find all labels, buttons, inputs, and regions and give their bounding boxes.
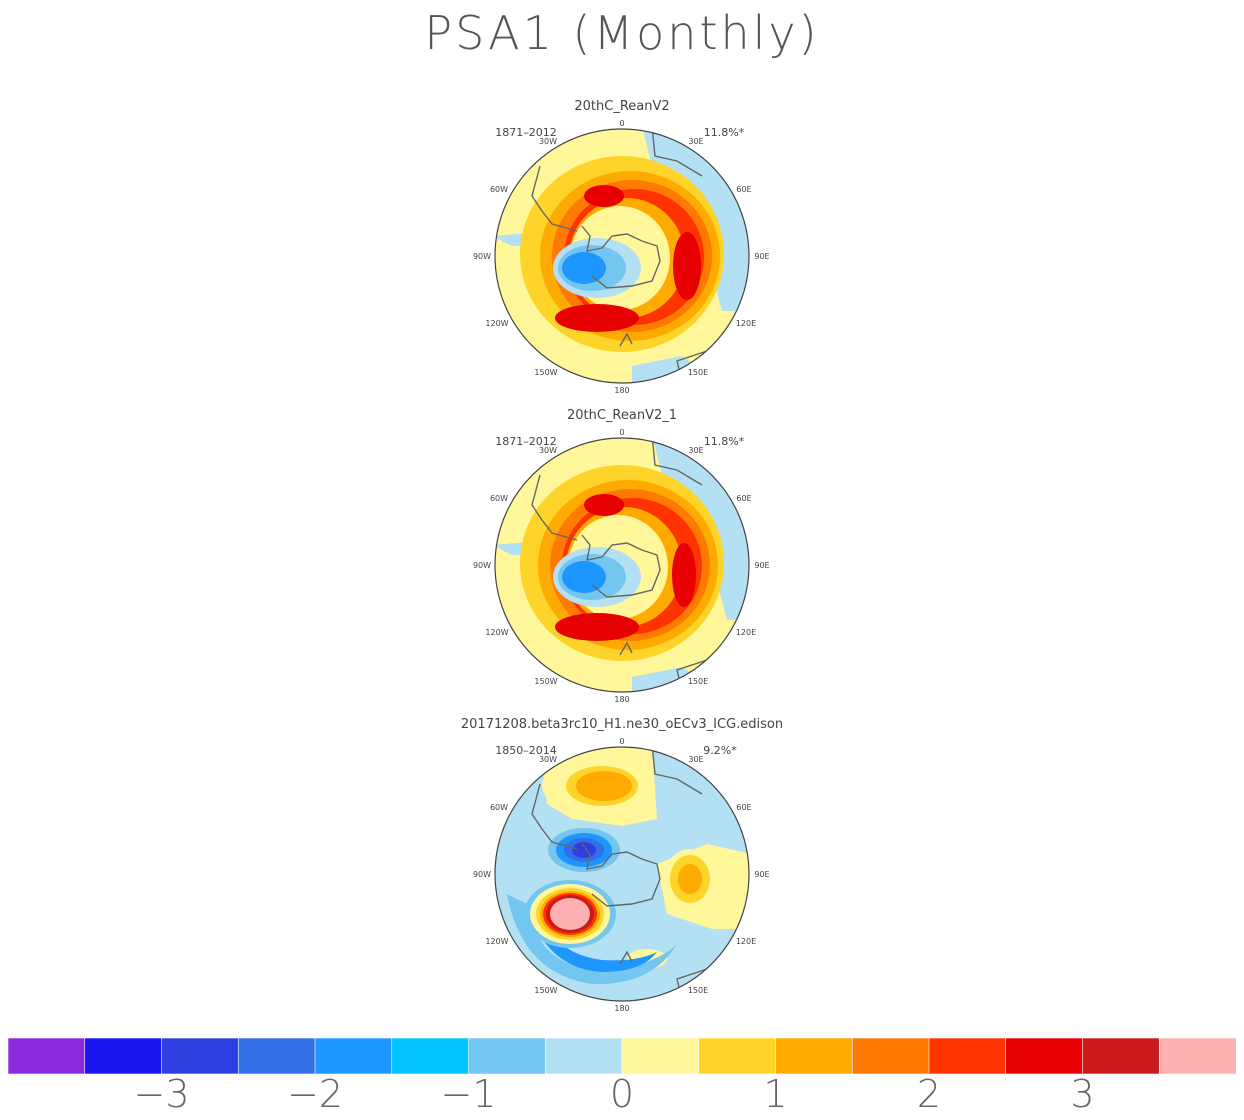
panel-variance: 11.8%* (704, 435, 745, 448)
lon-label: 150W (534, 677, 557, 686)
panel-variance: 9.2%* (703, 744, 737, 757)
lon-label: 180 (614, 1004, 629, 1013)
colorbar (8, 1038, 1236, 1074)
lon-label: 120W (485, 628, 508, 637)
lon-label: 30W (539, 137, 557, 146)
lon-label: 180 (614, 695, 629, 704)
panel-period: 1850–2014 (495, 744, 557, 757)
lon-label: 30W (539, 755, 557, 764)
lon-label: 90E (754, 870, 769, 879)
colorbar-swatch (851, 1038, 930, 1074)
colorbar-swatch (391, 1038, 470, 1074)
lon-label: 60E (736, 185, 751, 194)
colorbar-swatch (1158, 1038, 1236, 1074)
lon-label: 60W (490, 185, 508, 194)
colorbar-swatch (468, 1038, 547, 1074)
panel-period: 1871–2012 (495, 435, 557, 448)
panel-title: 20171208.beta3rc10_H1.ne30_oECv3_ICG.edi… (461, 717, 783, 732)
colorbar-swatch (8, 1038, 86, 1074)
lon-label: 150E (688, 368, 708, 377)
colorbar-tick-label: −3 (133, 1072, 190, 1116)
lon-label: 90W (473, 252, 491, 261)
polar-map-3: 20171208.beta3rc10_H1.ne30_oECv3_ICG.edi… (461, 717, 783, 1013)
polar-map-1: 20thC_ReanV2 1871–2012 11.8%* 0 30E 60E … (473, 99, 770, 395)
colorbar-tick-label: 1 (763, 1072, 788, 1116)
colorbar-swatch (84, 1038, 163, 1074)
lon-label: 0 (619, 119, 624, 128)
map-panel-1: 20thC_ReanV2 1871–2012 11.8%* 0 30E 60E … (452, 96, 792, 396)
lon-label: 180 (614, 386, 629, 395)
lon-label: 90W (473, 870, 491, 879)
colorbar-swatch (237, 1038, 316, 1074)
colorbar-swatch (698, 1038, 777, 1074)
colorbar-swatch (928, 1038, 1007, 1074)
colorbar-swatch (161, 1038, 240, 1074)
colorbar-tick-label: 0 (609, 1072, 635, 1116)
colorbar-tick-label: 3 (1070, 1072, 1095, 1116)
colorbar-tick-label: −2 (286, 1072, 344, 1116)
lon-label: 150W (534, 368, 557, 377)
lon-label: 60E (736, 803, 751, 812)
lon-label: 30E (688, 755, 703, 764)
lon-label: 120E (736, 937, 756, 946)
lon-label: 90E (754, 561, 769, 570)
panel-title: 20thC_ReanV2_1 (567, 408, 677, 423)
panel-variance: 11.8%* (704, 126, 745, 139)
lon-label: 60W (490, 494, 508, 503)
map-panel-3: 20171208.beta3rc10_H1.ne30_oECv3_ICG.edi… (452, 714, 792, 1014)
lon-label: 0 (619, 737, 624, 746)
polar-map-2: 20thC_ReanV2_1 1871–2012 11.8%* 0 30E 60… (473, 408, 770, 704)
lon-label: 30W (539, 446, 557, 455)
lon-label: 60W (490, 803, 508, 812)
lon-label: 0 (619, 428, 624, 437)
lon-label: 150W (534, 986, 557, 995)
colorbar-swatch (1082, 1038, 1161, 1074)
colorbar-swatch (775, 1038, 854, 1074)
map-panel-2: 20thC_ReanV2_1 1871–2012 11.8%* 0 30E 60… (452, 405, 792, 705)
colorbar-tick-label: 2 (916, 1072, 942, 1116)
lon-label: 120E (736, 628, 756, 637)
lon-label: 120W (485, 937, 508, 946)
colorbar-swatch (314, 1038, 393, 1074)
lon-label: 120W (485, 319, 508, 328)
lon-label: 90E (754, 252, 769, 261)
colorbar-swatch (544, 1038, 623, 1074)
panel-period: 1871–2012 (495, 126, 557, 139)
colorbar-swatch (621, 1038, 700, 1074)
lon-label: 90W (473, 561, 491, 570)
panel-title: 20thC_ReanV2 (574, 99, 669, 114)
lon-label: 120E (736, 319, 756, 328)
lon-label: 30E (688, 446, 703, 455)
lon-label: 60E (736, 494, 751, 503)
lon-label: 150E (688, 986, 708, 995)
colorbar-tick-label: −1 (440, 1072, 497, 1116)
colorbar-swatch (1005, 1038, 1084, 1074)
lon-label: 150E (688, 677, 708, 686)
page-title: PSA1 (Monthly) (424, 6, 820, 60)
lon-label: 30E (688, 137, 703, 146)
